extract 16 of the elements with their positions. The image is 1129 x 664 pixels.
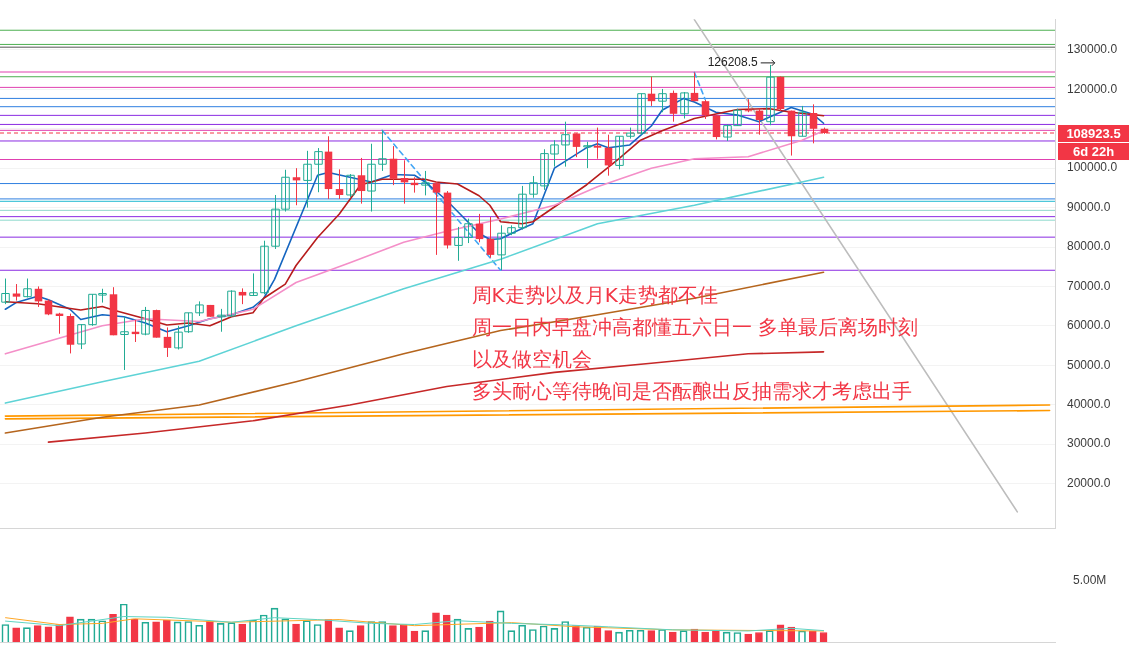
ref-line-label: 108923.5 6d 22h — [1066, 125, 1121, 159]
annotation: 多头耐心等待晚间是否酝酿出反抽需求才考虑出手 — [471, 379, 912, 404]
y-tick-label: 20000.0 — [1067, 475, 1111, 490]
y-tick-label: 100000.0 — [1067, 160, 1118, 175]
y-tick-label: 70000.0 — [1067, 278, 1111, 293]
y-tick-label: 120000.0 — [1067, 81, 1118, 96]
y-tick-label: 80000.0 — [1067, 239, 1111, 254]
y-tick-label: 90000.0 — [1067, 199, 1111, 214]
annotation: 以及做空机会 — [471, 347, 592, 372]
y-tick-label: 130000.0 — [1067, 42, 1118, 57]
annotation: 126208.5 — [707, 55, 759, 70]
y-tick-label: 40000.0 — [1067, 396, 1111, 411]
y-tick-label: 50000.0 — [1067, 357, 1111, 372]
text: 5.00M — [1073, 573, 1107, 588]
y-tick-label: 30000.0 — [1067, 436, 1111, 451]
y-tick-label: 60000.0 — [1067, 318, 1111, 333]
